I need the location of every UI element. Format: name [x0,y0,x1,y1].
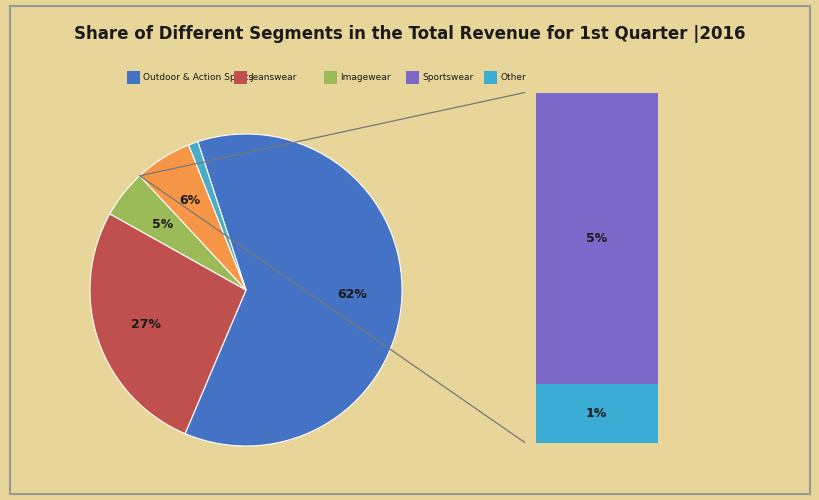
Bar [535,92,657,384]
Text: Imagewear: Imagewear [340,73,391,82]
Bar [535,384,657,442]
Text: 5%: 5% [586,232,606,245]
Text: Jeanswear: Jeanswear [250,73,296,82]
Wedge shape [110,176,246,290]
Wedge shape [185,134,401,446]
Text: Other: Other [500,73,525,82]
Text: 5%: 5% [152,218,173,231]
Bar [483,71,496,84]
Text: 1%: 1% [586,407,606,420]
Wedge shape [188,142,246,290]
Text: Outdoor & Action Sports: Outdoor & Action Sports [143,73,253,82]
Wedge shape [90,214,246,434]
Bar [127,71,140,84]
Text: Sportswear: Sportswear [422,73,473,82]
Bar [405,71,419,84]
Wedge shape [139,145,246,290]
Bar [233,71,247,84]
Text: 62%: 62% [337,288,366,301]
Bar [324,71,337,84]
Text: 27%: 27% [130,318,161,331]
Text: Share of Different Segments in the Total Revenue for 1st Quarter |2016: Share of Different Segments in the Total… [75,25,744,43]
Text: 6%: 6% [179,194,200,207]
